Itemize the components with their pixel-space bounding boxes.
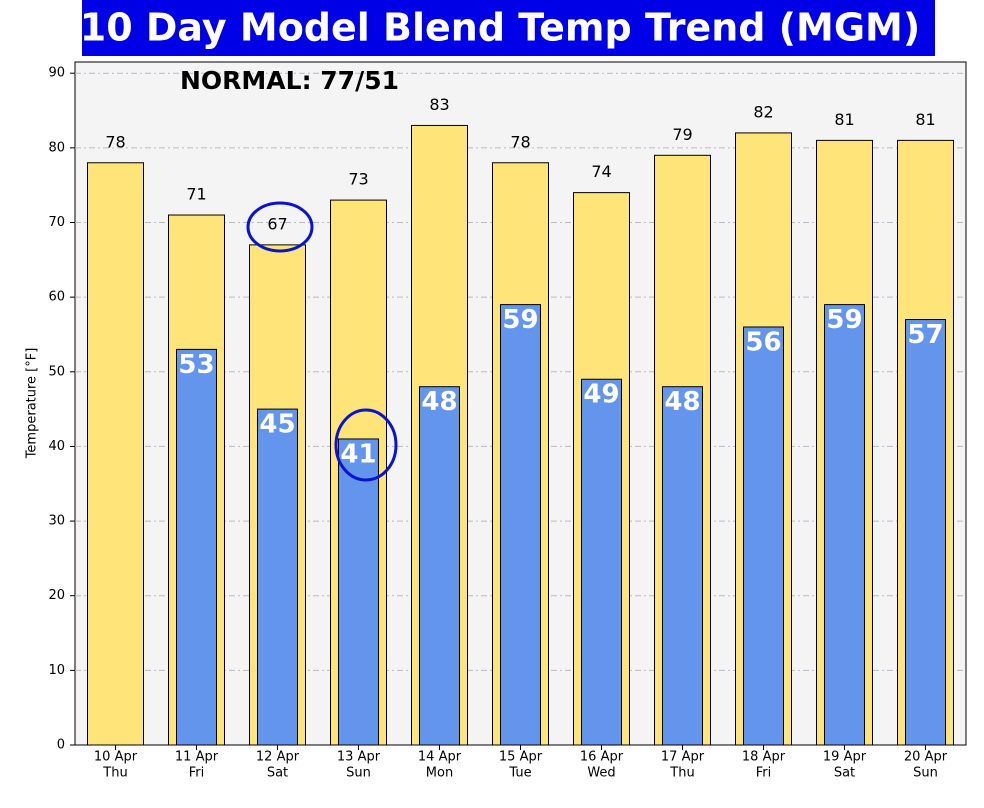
x-tick-label: Sun xyxy=(346,766,371,781)
high-label: 78 xyxy=(105,132,125,151)
high-label: 74 xyxy=(591,162,611,181)
x-tick-label: Fri xyxy=(756,766,772,781)
high-label: 83 xyxy=(429,95,449,114)
y-tick-label: 30 xyxy=(48,514,65,529)
x-tick-label: Tue xyxy=(508,766,531,781)
low-bar xyxy=(419,386,460,746)
x-tick-label: Sat xyxy=(834,766,855,781)
y-axis-label: Temperature [°F] xyxy=(25,348,40,460)
normal-annotation: NORMAL: 77/51 xyxy=(180,66,399,95)
y-tick-label: 50 xyxy=(48,364,65,379)
y-tick-label: 80 xyxy=(48,140,65,155)
low-bar xyxy=(176,348,217,746)
high-label: 82 xyxy=(753,102,773,121)
high-label: 81 xyxy=(915,110,935,129)
low-bar xyxy=(824,304,865,746)
low-bar xyxy=(905,319,946,746)
title-banner xyxy=(82,0,935,56)
x-tick-label: 17 Apr xyxy=(661,750,705,765)
x-tick-label: 13 Apr xyxy=(337,750,381,765)
high-label: 67 xyxy=(267,214,287,233)
x-tick-label: Sat xyxy=(267,766,288,781)
y-tick-label: 60 xyxy=(48,290,65,305)
x-tick-label: 11 Apr xyxy=(175,750,219,765)
low-bar xyxy=(500,304,541,746)
highlight-circle xyxy=(246,201,314,253)
x-tick-label: Fri xyxy=(189,766,205,781)
x-tick-label: Thu xyxy=(102,766,127,781)
low-label: 53 xyxy=(178,350,214,380)
high-label: 79 xyxy=(672,125,692,144)
y-tick-label: 10 xyxy=(48,663,65,678)
x-tick-label: Sun xyxy=(913,766,938,781)
low-label: 45 xyxy=(259,410,295,440)
low-bar xyxy=(662,386,703,746)
highlight-circle xyxy=(334,408,398,482)
x-tick-label: 14 Apr xyxy=(418,750,462,765)
high-label: 78 xyxy=(510,132,530,151)
low-bar xyxy=(581,378,622,746)
low-label: 48 xyxy=(664,387,700,417)
x-tick-label: Wed xyxy=(587,766,615,781)
low-label: 48 xyxy=(421,387,457,417)
low-label: 56 xyxy=(745,327,781,357)
high-label: 81 xyxy=(834,110,854,129)
low-label: 59 xyxy=(502,305,538,335)
x-tick-label: 18 Apr xyxy=(742,750,786,765)
x-tick-label: Mon xyxy=(426,766,453,781)
high-label: 71 xyxy=(186,185,206,204)
low-label: 57 xyxy=(907,320,943,350)
y-tick-label: 40 xyxy=(48,439,65,454)
low-bar xyxy=(743,326,784,746)
x-tick-label: 16 Apr xyxy=(580,750,624,765)
low-bar xyxy=(338,438,379,746)
low-label: 49 xyxy=(583,380,619,410)
y-tick-label: 0 xyxy=(57,738,65,753)
chart-title: 10 Day Model Blend Temp Trend (MGM) xyxy=(80,6,921,50)
x-tick-label: 19 Apr xyxy=(823,750,867,765)
low-bar xyxy=(257,408,298,746)
x-tick-label: 20 Apr xyxy=(904,750,948,765)
x-tick-label: 12 Apr xyxy=(256,750,300,765)
high-bar xyxy=(87,162,144,746)
y-tick-label: 20 xyxy=(48,588,65,603)
y-tick-label: 70 xyxy=(48,215,65,230)
x-tick-label: 15 Apr xyxy=(499,750,543,765)
y-tick-label: 90 xyxy=(48,66,65,81)
low-label: 41 xyxy=(340,439,376,469)
x-tick-label: 10 Apr xyxy=(94,750,138,765)
high-label: 73 xyxy=(348,170,368,189)
low-label: 59 xyxy=(826,305,862,335)
x-tick-label: Thu xyxy=(669,766,694,781)
